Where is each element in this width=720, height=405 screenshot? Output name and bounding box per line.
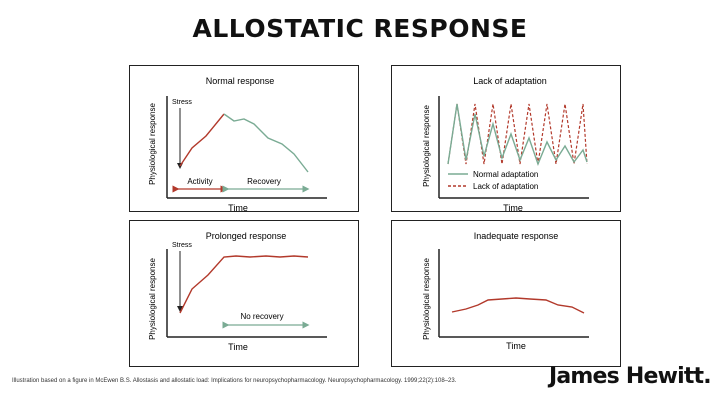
brand-logo: James Hewitt. [549, 364, 712, 389]
stress-label: Stress [172, 99, 192, 106]
inadequate-response-panel: Inadequate response Physiological respon… [391, 220, 621, 367]
prolonged-curve [179, 255, 309, 314]
panel-title: Lack of adaptation [473, 76, 547, 86]
legend-normal-label: Normal adaptation [473, 170, 538, 179]
y-axis-label: Physiological response [422, 258, 431, 340]
legend-lack-label: Lack of adaptation [473, 182, 538, 191]
lack-of-adaptation-panel: Lack of adaptation Physiological respons… [391, 65, 621, 213]
panel-title: Prolonged response [206, 231, 287, 241]
prolonged-response-chart: Prolonged response Physiological respons… [148, 231, 327, 352]
page-title: ALLOSTATIC RESPONSE [192, 14, 528, 43]
stress-activity-curve [179, 113, 225, 167]
x-axis-label: Time [228, 342, 248, 352]
citation-footer: Illustration based on a figure in McEwen… [12, 378, 457, 384]
y-axis-label: Physiological response [148, 103, 157, 185]
x-axis-label: Time [506, 341, 526, 351]
recovery-label: Recovery [247, 177, 281, 186]
inadequate-response-chart: Inadequate response Physiological respon… [422, 231, 589, 351]
lack-of-adaptation-chart: Lack of adaptation Physiological respons… [422, 76, 589, 213]
normal-response-chart: Normal response Physiological response T… [148, 76, 327, 213]
x-axis-label: Time [503, 203, 523, 213]
normal-response-panel: Normal response Physiological response T… [129, 65, 359, 213]
prolonged-response-panel: Prolonged response Physiological respons… [129, 220, 359, 367]
x-axis-label: Time [228, 203, 248, 213]
stress-label: Stress [172, 242, 192, 249]
recovery-curve [223, 113, 309, 173]
panel-title: Inadequate response [474, 231, 559, 241]
panel-title: Normal response [206, 76, 275, 86]
inadequate-curve [451, 297, 585, 314]
normal-adaptation-curve [447, 103, 588, 166]
y-axis-label: Physiological response [148, 258, 157, 340]
y-axis-label: Physiological response [422, 105, 431, 187]
no-recovery-label: No recovery [240, 312, 283, 321]
activity-label: Activity [187, 177, 212, 186]
lack-adaptation-curve [447, 103, 588, 165]
